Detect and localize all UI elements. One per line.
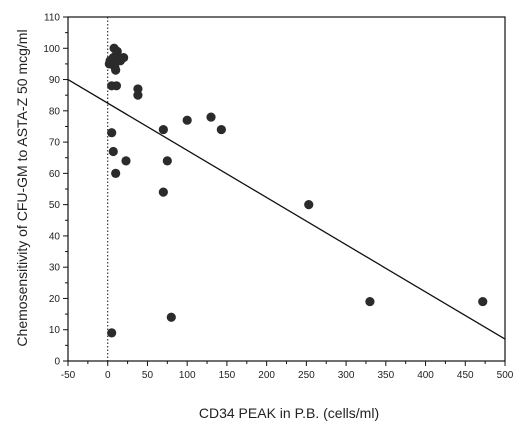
data-point <box>121 156 131 166</box>
x-tick-label: 450 <box>457 370 474 381</box>
x-tick-label: 300 <box>338 370 355 381</box>
y-tick-label: 110 <box>44 13 60 24</box>
data-point <box>162 156 172 166</box>
data-point <box>111 168 121 178</box>
points-group <box>104 43 488 338</box>
data-point <box>119 53 129 63</box>
data-point <box>108 146 118 157</box>
x-axis-label: CD34 PEAK in P.B. (cells/ml) <box>199 405 379 421</box>
data-point <box>206 112 216 122</box>
axes-group: -50 0 50 100 150 200 250 300 350 400 450 5000102030… <box>43 13 513 382</box>
x-tick-label: 150 <box>219 370 236 381</box>
y-tick-label: 30 <box>49 263 61 274</box>
data-point <box>182 115 192 125</box>
y-tick-label: 100 <box>43 44 60 55</box>
y-axis-label: Chemosensitivity of CFU-GM to ASTA-Z 50 … <box>14 29 30 346</box>
data-point <box>158 187 168 197</box>
regression-line <box>67 78 506 340</box>
data-point <box>365 296 375 307</box>
y-tick-label: 0 <box>54 357 60 368</box>
x-tick-label: 50 <box>142 370 154 381</box>
y-tick-label: 40 <box>49 231 61 242</box>
data-point <box>111 81 122 91</box>
data-point <box>166 312 176 322</box>
data-point <box>216 124 226 135</box>
data-point <box>107 128 117 138</box>
x-tick-label: 400 <box>417 370 434 381</box>
y-tick-label: 70 <box>49 138 61 149</box>
data-point <box>107 328 117 338</box>
data-point <box>478 296 488 307</box>
y-tick-label: 80 <box>49 106 61 117</box>
x-tick-label: 350 <box>377 370 394 381</box>
x-tick-label: 200 <box>258 370 275 381</box>
plot-frame <box>67 16 506 362</box>
y-tick-label: 10 <box>49 325 61 336</box>
x-tick-label: 0 <box>105 370 111 381</box>
x-tick-label: -50 <box>61 370 76 381</box>
data-point <box>158 124 168 135</box>
x-tick-label: 100 <box>179 370 196 381</box>
y-tick-label: 50 <box>49 200 61 211</box>
x-tick-label: 500 <box>497 370 514 381</box>
trendline-group <box>67 78 506 340</box>
x-tick-label: 250 <box>298 370 315 381</box>
data-point <box>111 65 121 75</box>
data-point <box>133 90 143 100</box>
y-tick-label: 90 <box>49 75 61 86</box>
y-tick-label: 60 <box>49 169 61 180</box>
y-tick-label: 20 <box>49 294 61 305</box>
data-point <box>304 200 314 210</box>
